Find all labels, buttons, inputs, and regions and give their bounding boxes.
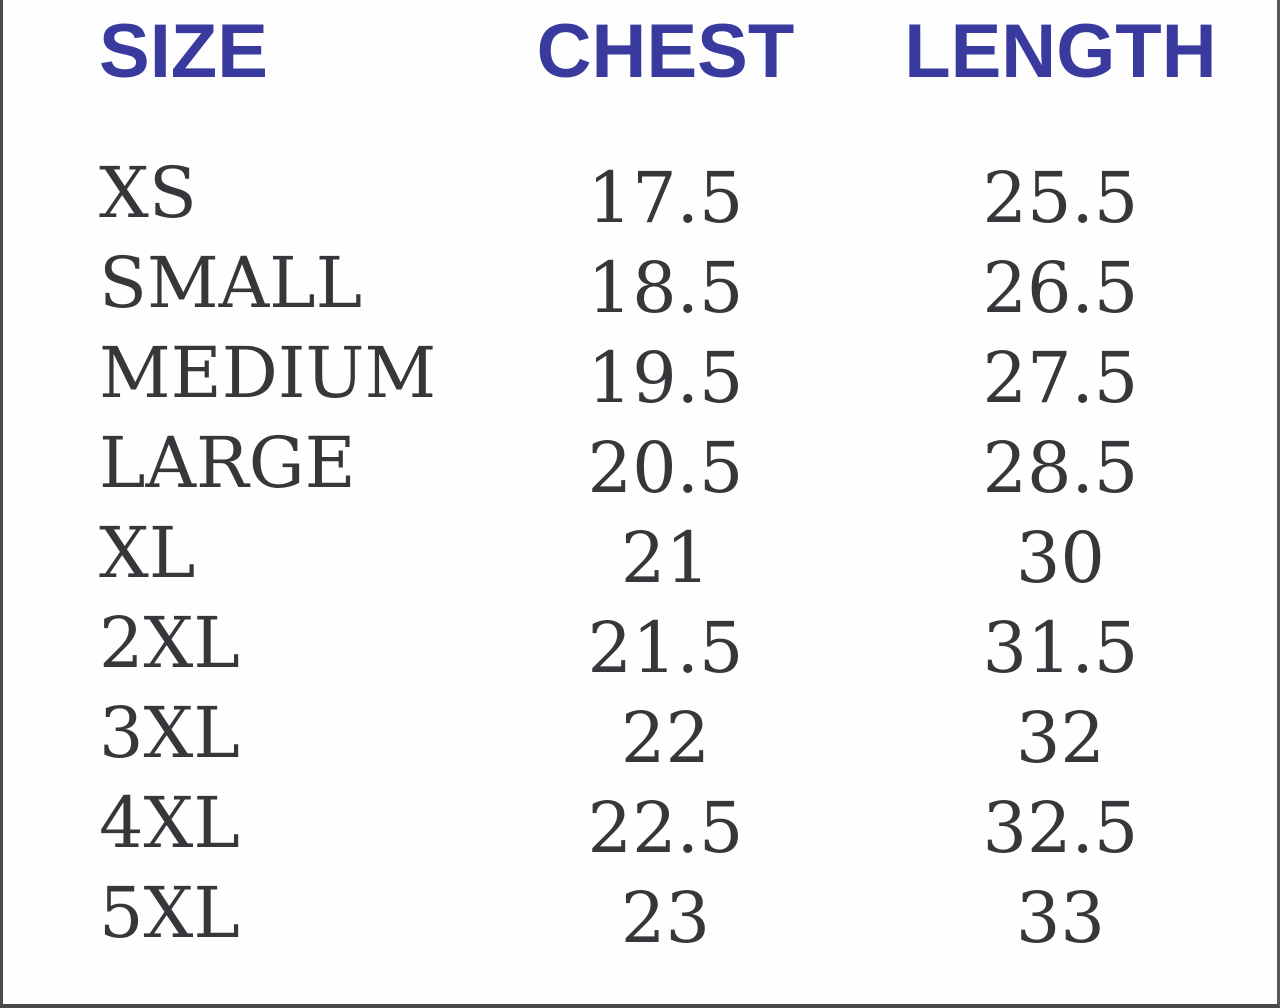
chest-cell: 18.5 [587,247,744,329]
chest-cell: 22 [620,697,710,779]
size-cell: SMALL [99,242,363,324]
table-row: 4XL 22.5 32.5 [3,778,1277,868]
size-cell: 5XL [99,872,240,954]
size-cell: MEDIUM [99,332,437,414]
length-cell: 27.5 [982,337,1139,419]
column-header-length: LENGTH [904,9,1217,94]
length-cell: 32 [1015,697,1105,779]
column-header-chest: CHEST [536,9,795,94]
length-cell: 31.5 [982,607,1139,689]
table-row: 3XL 22 32 [3,688,1277,778]
table-row: LARGE 20.5 28.5 [3,418,1277,508]
length-cell: 33 [1015,877,1105,959]
table-header-row: SIZE CHEST LENGTH [3,0,1277,148]
size-cell: 4XL [99,782,240,864]
table-row: 2XL 21.5 31.5 [3,598,1277,688]
table-row: SMALL 18.5 26.5 [3,238,1277,328]
length-cell: 30 [1015,517,1105,599]
length-cell: 28.5 [982,427,1139,509]
table-row: XL 21 30 [3,508,1277,598]
table-row: MEDIUM 19.5 27.5 [3,328,1277,418]
chest-cell: 21.5 [587,607,744,689]
table-row: XS 17.5 25.5 [3,148,1277,238]
size-cell: XS [99,152,197,234]
chest-cell: 23 [620,877,710,959]
chest-cell: 19.5 [587,337,744,419]
length-cell: 25.5 [982,157,1139,239]
table-row: 5XL 23 33 [3,868,1277,958]
length-cell: 26.5 [982,247,1139,329]
size-cell: LARGE [99,422,356,504]
size-cell: 2XL [99,602,240,684]
column-header-size: SIZE [99,9,268,94]
chest-cell: 22.5 [587,787,744,869]
size-cell: 3XL [99,692,240,774]
chest-cell: 21 [620,517,710,599]
size-cell: XL [99,512,196,594]
chest-cell: 20.5 [587,427,744,509]
chest-cell: 17.5 [587,157,744,239]
length-cell: 32.5 [982,787,1139,869]
